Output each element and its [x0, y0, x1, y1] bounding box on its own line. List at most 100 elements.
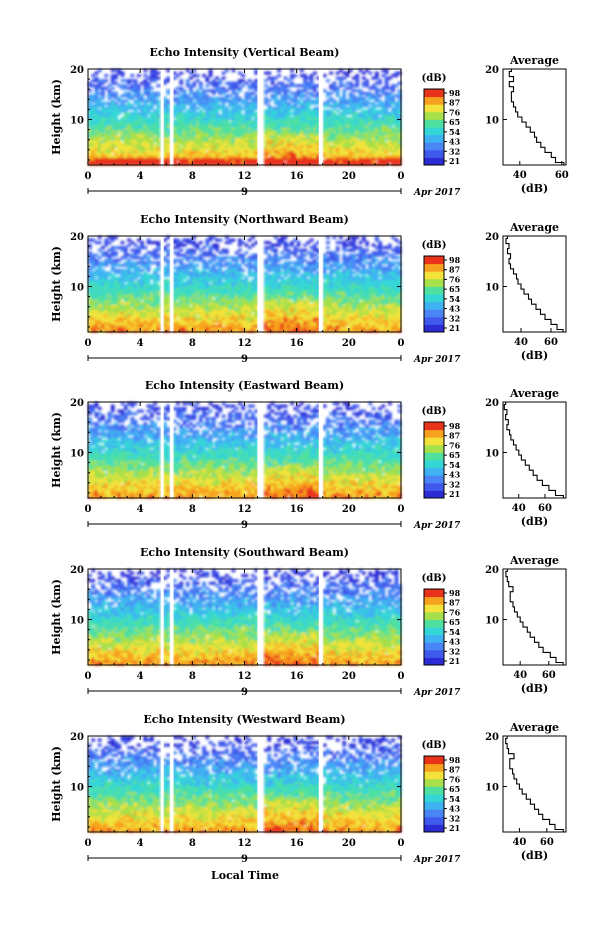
colorbar-tick-label: 87: [449, 598, 460, 608]
colorbar-tick-label: 65: [449, 284, 460, 294]
panel-4: Echo Intensity (Southward Beam) 0 4 8 12 16 20…: [50, 546, 567, 698]
panel-1: Echo Intensity (Vertical Beam) 0 4 8 12 16 20 0…: [50, 46, 569, 198]
average-frame: [502, 68, 567, 166]
colorbar-tick-label: 21: [449, 823, 460, 833]
x-tick-label: 0: [85, 338, 92, 349]
y-axis-label: Height (km): [50, 579, 63, 655]
colorbar-segment: [424, 96, 444, 105]
average-title: Average: [509, 221, 559, 234]
colorbar-tick-label: 87: [449, 98, 460, 108]
y-tick-label: 20: [70, 398, 84, 409]
colorbar-tick-label: 54: [449, 127, 461, 137]
x-tick-label: 4: [137, 338, 144, 349]
colorbar-segment: [424, 111, 444, 120]
colorbar-segment: [424, 657, 444, 666]
colorbar-tick-label: 21: [449, 323, 460, 333]
date-label: Apr 2017: [413, 355, 461, 365]
average-y-tick-label: 20: [485, 65, 499, 76]
average-profile: Average 40 60 20 10 (dB): [485, 721, 567, 862]
y-tick-label: 20: [70, 65, 84, 76]
y-axis-label: Height (km): [50, 746, 63, 822]
data-gap: [170, 69, 174, 165]
average-y-tick-label: 10: [485, 283, 499, 294]
colorbar-tick-label: 65: [449, 617, 460, 627]
data-gap: [318, 402, 323, 498]
date-day: 9: [241, 354, 248, 365]
average-profile-line: [505, 736, 564, 832]
x-tick-label: 20: [342, 338, 356, 349]
x-tick-label: 20: [342, 671, 356, 682]
x-tick-label: 12: [238, 338, 252, 349]
colorbar-segment: [424, 634, 444, 643]
colorbar-tick-label: 43: [449, 804, 461, 814]
x-tick-label: 0: [398, 838, 405, 849]
average-profile: Average 40 60 20 10 (dB): [485, 387, 567, 528]
colorbar-segment: [424, 490, 444, 499]
colorbar-tick-label: 43: [449, 470, 461, 480]
colorbar-segment: [424, 642, 444, 651]
colorbar-tick-label: 32: [449, 479, 460, 489]
average-frame: [502, 235, 567, 333]
colorbar-segment: [424, 475, 444, 484]
average-x-label: (dB): [521, 682, 548, 695]
colorbar-tick-label: 76: [449, 440, 461, 450]
colorbar-segment: [424, 452, 444, 461]
heatmap-cells: [88, 236, 402, 333]
colorbar-segment: [424, 89, 444, 98]
panel-title: Echo Intensity (Southward Beam): [140, 546, 349, 559]
colorbar-segment: [424, 256, 444, 265]
data-gap: [170, 402, 174, 498]
colorbar-tick-label: 98: [449, 588, 461, 598]
x-tick-label: 0: [398, 504, 405, 515]
average-profile-line: [508, 69, 565, 165]
colorbar-unit: (dB): [422, 573, 447, 584]
colorbar-tick-label: 21: [449, 656, 460, 666]
average-frame: [502, 735, 567, 833]
colorbar-tick-label: 87: [449, 431, 460, 441]
heatmap-cells: [88, 569, 402, 666]
date-label: Apr 2017: [413, 688, 461, 698]
heatmap-cells: [88, 402, 402, 499]
x-tick-label: 8: [189, 671, 196, 682]
colorbar-frame: [423, 88, 445, 166]
average-x-tick-label: 40: [512, 837, 526, 848]
colorbar-segment: [424, 444, 444, 453]
colorbar-segment: [424, 316, 444, 325]
data-gap: [257, 736, 263, 832]
y-tick-label: 10: [70, 283, 84, 294]
colorbar-segment: [424, 589, 444, 598]
panel-title: Echo Intensity (Westward Beam): [143, 713, 345, 726]
panel-2: Echo Intensity (Northward Beam) 0 4 8 12 16 20…: [50, 213, 567, 365]
average-profile-line: [503, 402, 564, 498]
colorbar-segment: [424, 437, 444, 446]
x-tick-label: 4: [137, 838, 144, 849]
colorbar-segment: [424, 824, 444, 833]
average-frame: [502, 568, 567, 666]
colorbar-tick-label: 87: [449, 265, 460, 275]
x-tick-label: 8: [189, 171, 196, 182]
colorbar-tick-label: 32: [449, 146, 460, 156]
data-gap: [318, 736, 323, 832]
colorbar-segment: [424, 422, 444, 431]
x-tick-label: 4: [137, 671, 144, 682]
colorbar-segment: [424, 301, 444, 310]
average-x-label: (dB): [521, 849, 548, 862]
average-x-tick-label: 60: [540, 837, 554, 848]
colorbar-segment: [424, 619, 444, 628]
average-profile-line: [505, 569, 564, 665]
data-gap: [257, 402, 263, 498]
average-x-tick-label: 40: [514, 337, 528, 348]
colorbar-segment: [424, 429, 444, 438]
y-axis-label: Height (km): [50, 79, 63, 155]
average-x-tick-label: 60: [555, 170, 569, 181]
average-x-tick-label: 40: [513, 670, 527, 681]
x-tick-label: 12: [238, 671, 252, 682]
x-tick-label: 16: [290, 838, 304, 849]
average-profile: Average 40 60 20 10 (dB): [485, 221, 567, 362]
colorbar-tick-label: 43: [449, 137, 461, 147]
data-gap: [170, 236, 174, 332]
average-frame: [502, 401, 567, 499]
average-x-label: (dB): [521, 515, 548, 528]
colorbar-tick-label: 76: [449, 607, 461, 617]
